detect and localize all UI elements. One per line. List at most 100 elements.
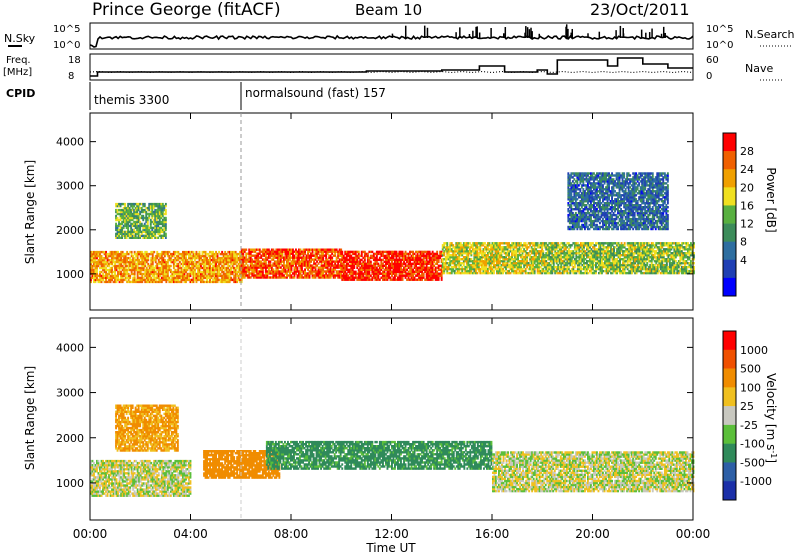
heatmap-cell: [165, 270, 168, 274]
heatmap-cell: [136, 254, 139, 258]
heatmap-cell: [141, 254, 144, 258]
heatmap-cell: [132, 262, 135, 266]
heatmap-cell: [130, 260, 133, 264]
heatmap-cell: [156, 276, 159, 280]
heatmap-cell: [127, 272, 130, 276]
heatmap-cell: [147, 278, 150, 282]
heatmap-cell: [102, 268, 104, 272]
heatmap-cell: [174, 256, 177, 260]
heatmap-cell: [132, 268, 135, 272]
heatmap-cell: [105, 260, 107, 264]
heatmap-cell: [171, 258, 174, 262]
heatmap-cell: [90, 270, 92, 274]
heatmap-cell: [114, 268, 116, 272]
heatmap-cell: [227, 256, 230, 260]
heatmap-cell: [231, 272, 234, 276]
heatmap-cell: [160, 280, 163, 284]
heatmap-cell: [106, 280, 109, 284]
heatmap-cell: [160, 268, 163, 272]
heatmap-cell: [191, 256, 193, 260]
heatmap-cell: [186, 276, 189, 280]
heatmap-cell: [209, 266, 211, 270]
heatmap-cell: [145, 280, 148, 284]
heatmap-cell: [120, 270, 123, 274]
heatmap-cell: [177, 266, 180, 270]
heatmap-cell: [175, 280, 178, 284]
heatmap-cell: [236, 280, 239, 284]
heatmap-cell: [192, 252, 195, 256]
heatmap-cell: [171, 272, 174, 276]
heatmap-cell: [90, 280, 92, 284]
heatmap-cell: [201, 254, 204, 258]
heatmap-cell: [159, 272, 162, 276]
heatmap-cell: [139, 276, 142, 280]
heatmap-cell: [182, 250, 184, 254]
heatmap-cell: [115, 274, 118, 278]
heatmap-cell: [207, 270, 210, 274]
heatmap-cell: [186, 258, 189, 262]
heatmap-cell: [171, 270, 174, 274]
heatmap-cell: [233, 278, 236, 282]
heatmap-cell: [230, 252, 233, 256]
heatmap-cell: [157, 276, 160, 280]
heatmap-cell: [145, 274, 148, 278]
heatmap-cell: [231, 256, 234, 260]
heatmap-cell: [121, 260, 124, 264]
station-title: Prince George (fitACF): [92, 0, 281, 20]
heatmap-cell: [154, 258, 157, 262]
heatmap-cell: [227, 280, 230, 284]
heatmap-cell: [185, 258, 187, 262]
heatmap-cell: [156, 264, 159, 268]
heatmap-cell: [191, 264, 193, 268]
heatmap-cell: [118, 278, 121, 282]
heatmap-cell: [148, 252, 151, 256]
heatmap-cell: [221, 260, 224, 264]
heatmap-cell: [192, 280, 195, 284]
heatmap-cell: [94, 280, 97, 284]
heatmap-cell: [157, 274, 160, 278]
heatmap-cell: [185, 264, 187, 268]
heatmap-cell: [139, 268, 142, 272]
heatmap-cell: [186, 272, 189, 276]
heatmap-cell: [156, 274, 159, 278]
heatmap-cell: [151, 254, 154, 258]
heatmap-cell: [213, 276, 216, 280]
nsearch-tick-bottom: 10^0: [706, 40, 733, 51]
date-title: 23/Oct/2011: [590, 0, 690, 19]
heatmap-cell: [210, 272, 213, 276]
heatmap-cell: [218, 278, 220, 282]
heatmap-cell: [109, 260, 112, 264]
heatmap-cell: [139, 272, 142, 276]
heatmap-cell: [117, 272, 119, 276]
heatmap-cell: [124, 260, 127, 264]
heatmap-cell: [216, 260, 219, 264]
heatmap-cell: [133, 264, 136, 268]
heatmap-cell: [215, 276, 217, 280]
heatmap-cell: [224, 254, 227, 258]
heatmap-cell: [215, 272, 217, 276]
heatmap-cell: [99, 272, 101, 276]
heatmap-cell: [182, 254, 184, 258]
heatmap-cell: [172, 252, 175, 256]
heatmap-cell: [225, 258, 228, 262]
heatmap-cell: [195, 280, 198, 284]
heatmap-cell: [96, 252, 98, 256]
heatmap-cell: [153, 268, 156, 272]
heatmap-cell: [185, 278, 187, 282]
heatmap-cell: [222, 258, 225, 262]
heatmap-cell: [154, 260, 157, 264]
heatmap-cell: [209, 264, 211, 268]
heatmap-cell: [189, 258, 192, 262]
heatmap-cell: [198, 258, 201, 262]
heatmap-cell: [177, 278, 180, 282]
nsky-tick-top: 10^5: [53, 24, 80, 35]
heatmap-cell: [198, 266, 201, 270]
heatmap-cell: [204, 272, 207, 276]
heatmap-cell: [162, 260, 165, 264]
heatmap-cell: [194, 274, 196, 278]
heatmap-cell: [200, 270, 202, 274]
heatmap-cell: [139, 254, 142, 258]
heatmap-cell: [189, 250, 192, 254]
heatmap-cell: [215, 260, 217, 264]
heatmap-cell: [124, 270, 127, 274]
